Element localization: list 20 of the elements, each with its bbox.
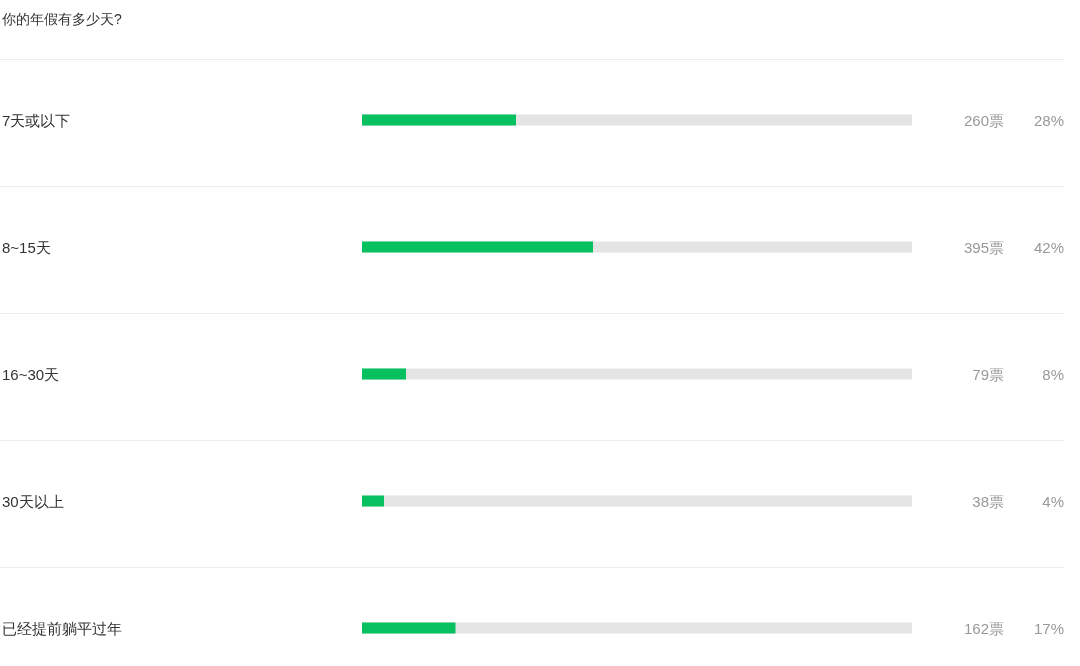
bar bbox=[362, 368, 406, 380]
text: 395票 bbox=[963, 239, 1004, 256]
y-tick-label: 16~30天 bbox=[2, 366, 60, 383]
text: 162票 bbox=[963, 620, 1004, 637]
text: 79票 bbox=[972, 366, 1004, 383]
y-tick-label: 8~15天 bbox=[2, 239, 51, 256]
data-label: 8% bbox=[1042, 366, 1064, 383]
bar bbox=[362, 495, 384, 507]
bar bbox=[362, 622, 456, 634]
text: 38票 bbox=[972, 493, 1004, 510]
y-tick-label: 已经提前躺平过年 bbox=[2, 620, 122, 637]
data-label: 28% bbox=[1033, 112, 1064, 129]
y-tick-label: 30天以上 bbox=[2, 493, 64, 510]
y-tick-label: 7天或以下 bbox=[2, 112, 71, 129]
text: 260票 bbox=[963, 112, 1004, 129]
text: 你的年假有多少天? bbox=[1, 11, 122, 27]
data-label: 4% bbox=[1042, 493, 1064, 510]
data-label: 42% bbox=[1033, 239, 1064, 256]
bar bbox=[362, 114, 516, 126]
data-label: 17% bbox=[1033, 620, 1064, 637]
